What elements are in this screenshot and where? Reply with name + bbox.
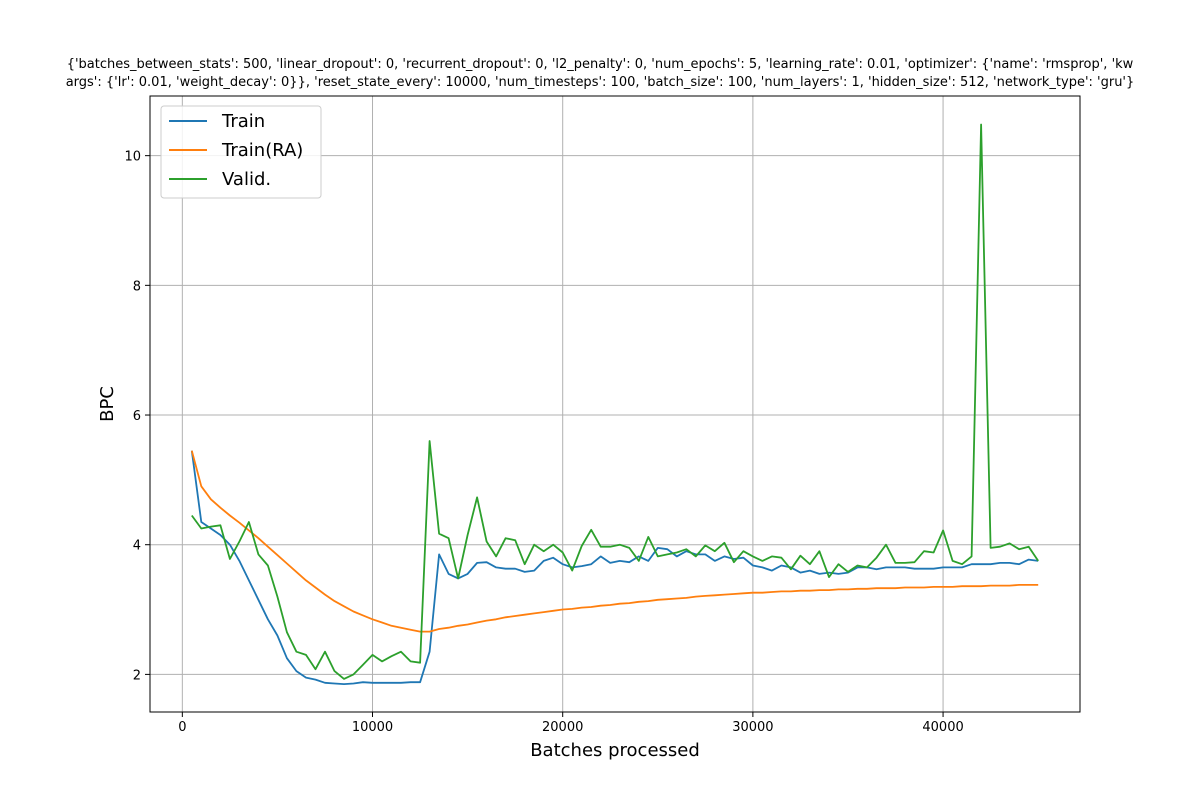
x-tick-label: 30000 <box>732 720 773 735</box>
y-axis-label: BPC <box>97 386 118 422</box>
plot-frame <box>149 95 1081 713</box>
series-line-train-ra <box>190 450 1039 633</box>
y-tick-label: 6 <box>133 409 141 424</box>
x-tick-label: 20000 <box>542 720 583 735</box>
x-tick-label: 10000 <box>352 720 393 735</box>
series-line-train <box>190 450 1039 685</box>
legend-label-train-ra: Train(RA) <box>221 140 303 161</box>
series-line-valid <box>191 123 1039 680</box>
y-tick-label: 8 <box>133 279 141 294</box>
chart-title-line-1: {'batches_between_stats': 500, 'linear_d… <box>66 57 1134 72</box>
legend-label-train: Train <box>221 111 265 132</box>
x-axis-label: Batches processed <box>530 740 700 761</box>
series-lines <box>190 123 1039 685</box>
legend: Train Train(RA) Valid. <box>160 105 322 199</box>
y-tick-label: 10 <box>124 150 141 165</box>
y-tick-label: 2 <box>133 668 141 683</box>
legend-box <box>160 105 322 199</box>
y-tick-label: 4 <box>133 539 141 554</box>
x-tick-label: 40000 <box>922 720 963 735</box>
chart-title-line-2: args': {'lr': 0.01, 'weight_decay': 0}},… <box>65 75 1135 90</box>
legend-label-valid: Valid. <box>222 169 271 190</box>
axis-ticks: 0 10000 20000 30000 40000 2 4 6 8 10 <box>124 150 963 735</box>
x-tick-label: 0 <box>178 720 186 735</box>
